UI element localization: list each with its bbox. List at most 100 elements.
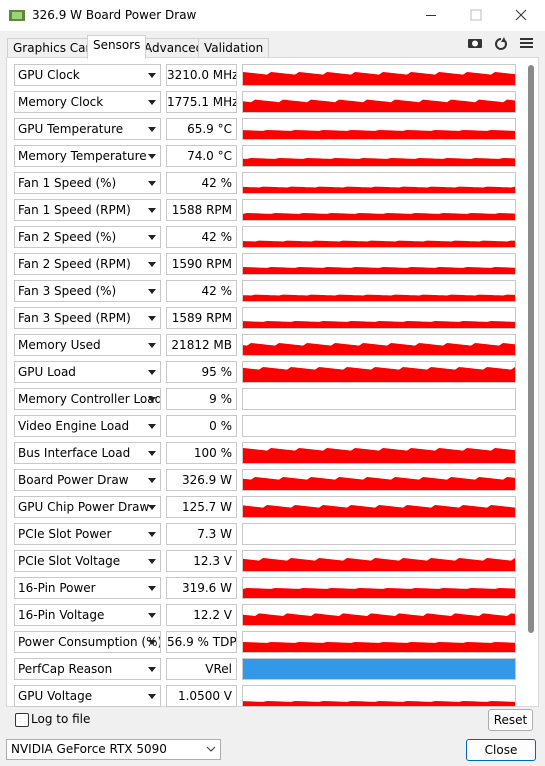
dropdown-arrow [148,100,156,105]
window-title: 326.9 W Board Power Draw [32,8,197,22]
dropdown-arrow [148,559,156,564]
dropdown-arrow [148,586,156,591]
sensor-name[interactable]: Memory Used [14,334,161,356]
sensor-graph [242,199,516,221]
device-name: NVIDIA GeForce RTX 5090 [11,742,167,756]
app-icon [9,10,25,21]
dropdown-arrow [148,667,156,672]
sensor-name[interactable]: Memory Temperature [14,145,161,167]
sensor-graph [242,388,516,410]
sensor-graph [242,145,516,167]
dropdown-arrow [148,613,156,618]
sensor-name[interactable]: Fan 2 Speed (%) [14,226,161,248]
sensor-graph [242,577,516,599]
sensor-name[interactable]: PerfCap Reason [14,658,161,680]
sensor-value: 42 % [166,226,237,248]
sensor-graph [242,631,516,653]
dropdown-arrow [148,532,156,537]
sensor-graph [242,91,516,113]
close-button[interactable]: Close [466,739,536,761]
dropdown-arrow [148,127,156,132]
sensor-graph [242,334,516,356]
sensor-graph [242,685,516,707]
sensor-name[interactable]: Memory Clock [14,91,161,113]
sensor-name[interactable]: PCIe Slot Voltage [14,550,161,572]
dropdown-arrow [148,208,156,213]
tab[interactable]: Graphics Card [7,38,104,59]
sensor-value: 56.9 % TDP [166,631,237,653]
sensor-name[interactable]: GPU Chip Power Draw [14,496,161,518]
sensor-graph [242,496,516,518]
sensor-name[interactable]: 16-Pin Voltage [14,604,161,626]
dropdown-arrow [148,451,156,456]
sensor-name[interactable]: Video Engine Load [14,415,161,437]
sensor-value: 74.0 °C [166,145,237,167]
sensor-value: 21812 MB [166,334,237,356]
sensor-name[interactable]: 16-Pin Power [14,577,161,599]
dropdown-arrow [148,235,156,240]
dropdown-arrow [148,694,156,699]
sensor-graph [242,118,516,140]
sensor-graph [242,280,516,302]
sensor-name[interactable]: Fan 3 Speed (%) [14,280,161,302]
dropdown-arrow [148,343,156,348]
sensor-name[interactable]: Fan 3 Speed (RPM) [14,307,161,329]
sensor-name[interactable]: Fan 1 Speed (%) [14,172,161,194]
sensor-name[interactable]: PCIe Slot Power [14,523,161,545]
log-checkbox[interactable] [15,713,29,727]
sensor-value: 1.0500 V [166,685,237,707]
sensor-value: 95 % [166,361,237,383]
dropdown-arrow [148,397,156,402]
dropdown-arrow [148,316,156,321]
sensor-graph [242,469,516,491]
sensor-value: 319.6 W [166,577,237,599]
sensor-value: 9 % [166,388,237,410]
sensor-value: 65.9 °C [166,118,237,140]
sensor-name[interactable]: GPU Voltage [14,685,161,707]
sensor-name[interactable]: Fan 2 Speed (RPM) [14,253,161,275]
dropdown-arrow [148,289,156,294]
sensor-name[interactable]: GPU Load [14,361,161,383]
sensor-graph [242,226,516,248]
scrollbar[interactable] [528,65,534,633]
toolbar-icons[interactable] [466,34,538,52]
sensor-value: 12.2 V [166,604,237,626]
dropdown-arrow [148,370,156,375]
sensor-graph [242,64,516,86]
sensor-graph [242,442,516,464]
tab[interactable]: Sensors [87,35,147,59]
sensor-value: 1589 RPM [166,307,237,329]
log-label: Log to file [31,712,91,726]
sensor-name[interactable]: GPU Clock [14,64,161,86]
dropdown-arrow [148,73,156,78]
sensor-name[interactable]: Bus Interface Load [14,442,161,464]
sensor-graph [242,415,516,437]
sensor-name[interactable]: Memory Controller Load [14,388,161,410]
select-arrow [206,746,216,752]
window-controls[interactable] [410,0,545,31]
sensor-name[interactable]: Fan 1 Speed (RPM) [14,199,161,221]
dropdown-arrow [148,262,156,267]
tab[interactable]: Validation [198,38,270,59]
sensor-name[interactable]: Power Consumption (%) [14,631,161,653]
reset-button[interactable]: Reset [488,709,533,731]
sensor-name[interactable]: GPU Temperature [14,118,161,140]
sensor-value: 42 % [166,172,237,194]
sensor-graph [242,172,516,194]
sensor-value: 326.9 W [166,469,237,491]
sensor-value: 1588 RPM [166,199,237,221]
tab[interactable]: Advanced [138,38,210,59]
sensor-graph [242,253,516,275]
device-select[interactable]: NVIDIA GeForce RTX 5090 [6,739,221,760]
sensor-value: 125.7 W [166,496,237,518]
title-bar: 326.9 W Board Power Draw [0,0,545,31]
sensor-name[interactable]: Board Power Draw [14,469,161,491]
sensor-graph [242,658,516,680]
sensor-value: 7.3 W [166,523,237,545]
dropdown-arrow [148,640,156,645]
sensor-value: 12.3 V [166,550,237,572]
dropdown-arrow [148,154,156,159]
dropdown-arrow [148,181,156,186]
